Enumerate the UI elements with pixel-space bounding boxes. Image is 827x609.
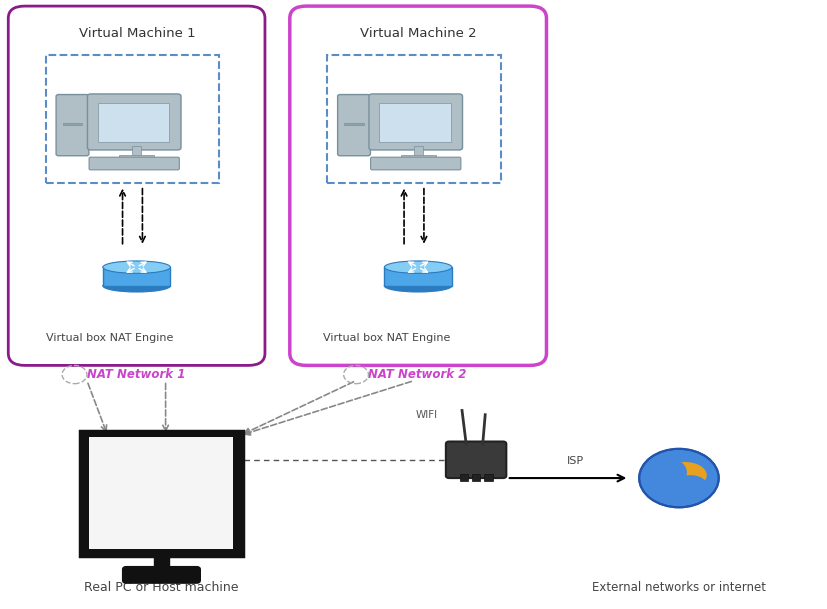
FancyBboxPatch shape [89, 157, 179, 170]
Bar [45, 55, 219, 183]
Bar [327, 55, 500, 183]
Ellipse shape [103, 261, 170, 273]
Bar [119, 155, 154, 160]
FancyBboxPatch shape [80, 431, 242, 556]
Ellipse shape [662, 462, 706, 488]
Circle shape [672, 475, 708, 501]
Bar [154, 554, 169, 569]
Text: Virtual Machine 1: Virtual Machine 1 [79, 27, 195, 40]
Ellipse shape [384, 280, 452, 292]
FancyBboxPatch shape [369, 94, 462, 150]
Bar [103, 267, 170, 286]
Bar [384, 267, 452, 286]
Bar [459, 474, 467, 481]
FancyBboxPatch shape [8, 6, 265, 365]
Circle shape [647, 457, 686, 487]
Text: Virtual box NAT Engine: Virtual box NAT Engine [45, 333, 173, 343]
FancyBboxPatch shape [122, 567, 200, 583]
Bar [400, 155, 435, 160]
Text: Virtual Machine 2: Virtual Machine 2 [360, 27, 476, 40]
Text: WIFI: WIFI [415, 410, 437, 420]
Ellipse shape [384, 261, 452, 273]
Circle shape [660, 471, 688, 491]
Text: NAT Network 2: NAT Network 2 [368, 368, 466, 381]
Text: Real PC or Host machine: Real PC or Host machine [84, 581, 238, 594]
FancyBboxPatch shape [88, 94, 181, 150]
Ellipse shape [103, 280, 170, 292]
Bar [344, 122, 363, 125]
FancyBboxPatch shape [56, 94, 88, 156]
Bar [89, 437, 233, 549]
Text: Virtual box NAT Engine: Virtual box NAT Engine [323, 333, 450, 343]
Text: ISP: ISP [566, 456, 583, 466]
FancyBboxPatch shape [370, 157, 461, 170]
Text: NAT Network 1: NAT Network 1 [87, 368, 185, 381]
Circle shape [638, 449, 718, 507]
FancyBboxPatch shape [337, 94, 370, 156]
FancyBboxPatch shape [445, 442, 505, 478]
Bar [471, 474, 480, 481]
Bar [98, 103, 169, 143]
Bar [414, 146, 422, 156]
Bar [132, 146, 141, 156]
Text: External networks or internet: External networks or internet [591, 581, 765, 594]
Bar [379, 103, 450, 143]
FancyBboxPatch shape [289, 6, 546, 365]
Bar [63, 122, 82, 125]
Bar [484, 474, 492, 481]
